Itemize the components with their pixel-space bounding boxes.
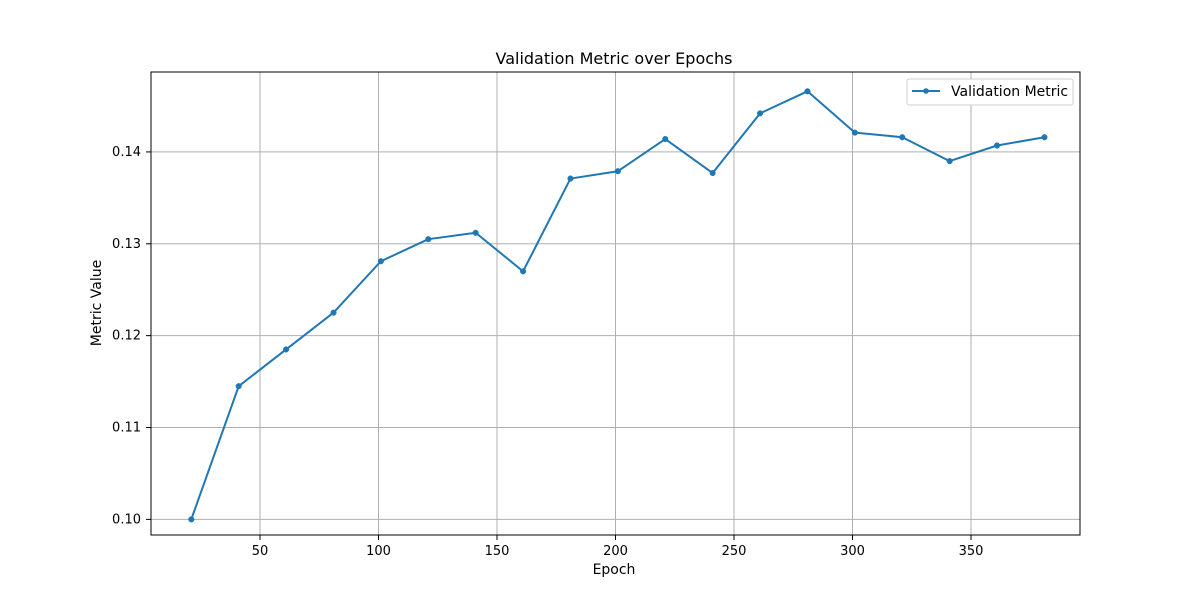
data-point [567,175,574,182]
x-tick-label: 250 [722,544,747,559]
data-point [804,88,811,95]
series-layer [188,88,1048,523]
x-tick-label: 150 [485,544,510,559]
x-tick-label: 200 [603,544,628,559]
data-point [994,142,1001,149]
tick-marks: 50 100 150 200 250 300 350 0.10 0.11 0.12 0.13 0.14 [112,145,983,559]
y-tick-label: 0.13 [112,237,141,252]
x-tick-label: 300 [840,544,865,559]
data-point [330,309,337,316]
data-point [1041,134,1048,141]
x-tick-label: 50 [252,544,269,559]
series-line [190,90,1046,521]
data-point [757,110,764,117]
data-point [520,268,527,275]
y-axis-label: Metric Value [89,260,105,346]
data-point [709,170,716,177]
data-point [283,346,290,353]
y-tick-label: 0.14 [112,145,141,160]
data-point [614,168,621,175]
data-point [188,516,195,523]
grid-lines [151,72,1080,535]
chart-title: Validation Metric over Epochs [495,49,732,68]
y-tick-label: 0.11 [112,421,141,436]
data-point [851,129,858,136]
data-point [946,158,953,165]
data-point [425,236,432,243]
y-tick-label: 0.10 [112,512,141,527]
data-point [377,258,384,265]
legend-marker [923,88,929,94]
data-point [472,229,479,236]
legend-box [906,78,1074,106]
data-point [235,383,242,390]
legend: Validation Metric [906,78,1074,106]
y-tick-label: 0.12 [112,329,141,344]
data-point [662,136,669,143]
data-point [899,134,906,141]
x-tick-label: 350 [959,544,984,559]
x-tick-label: 100 [366,544,391,559]
x-axis-label: Epoch [593,562,636,578]
legend-label: Validation Metric [951,84,1068,100]
